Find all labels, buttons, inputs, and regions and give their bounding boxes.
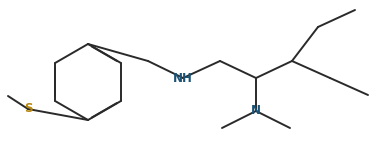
Text: N: N <box>251 104 261 117</box>
Text: S: S <box>24 103 32 116</box>
Text: NH: NH <box>173 72 193 85</box>
